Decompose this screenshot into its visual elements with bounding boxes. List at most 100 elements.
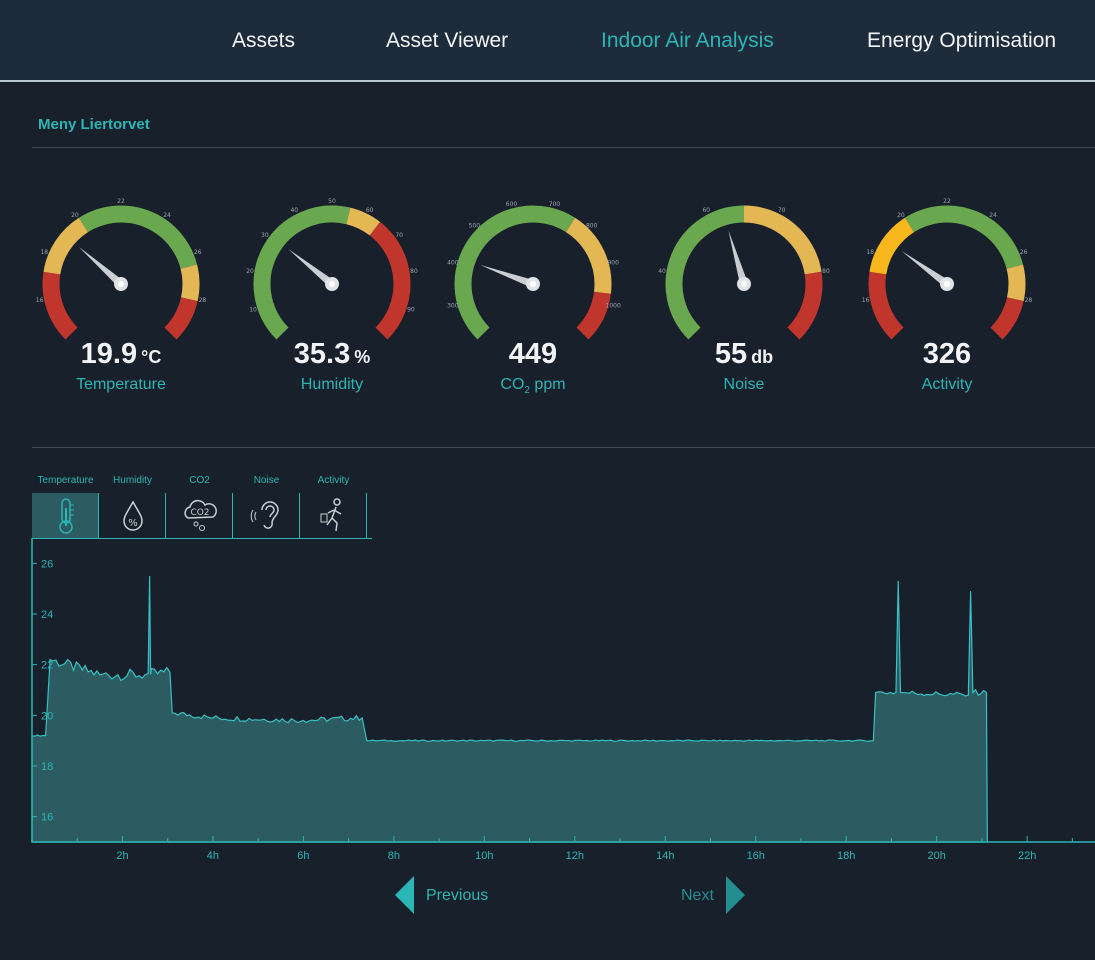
gauge-label: Activity: [921, 376, 973, 393]
y-tick-label: 22: [41, 660, 53, 672]
svg-text:%: %: [128, 518, 138, 529]
nav-indoor-air-analysis[interactable]: Indoor Air Analysis: [601, 29, 774, 52]
gauge-tick-label: 500: [469, 222, 481, 229]
gauge-value: 35.3%: [293, 338, 371, 370]
gauge-segment: [904, 205, 1024, 269]
tab-label: CO2: [189, 475, 210, 486]
thermometer-icon: [59, 498, 74, 534]
nav-asset-viewer[interactable]: Asset Viewer: [386, 29, 509, 52]
gauge-tick-label: 60: [366, 207, 374, 214]
gauge-tick-label: 900: [607, 260, 619, 267]
nav-assets[interactable]: Assets: [232, 29, 296, 52]
gauge-value: 326: [922, 338, 972, 370]
tab-label: Humidity: [113, 475, 152, 486]
temperature-chart: 16 18 20 22 24 26 2h 4h 6h 8h 10h 12h 14h 16h 18h 20h 2…: [31, 538, 1095, 862]
gauge-needle: [728, 230, 748, 286]
x-tick-label: 6h: [297, 850, 309, 862]
gauge-tick-label: 400: [447, 260, 459, 267]
next-label: Next: [681, 887, 714, 904]
tab-humidity[interactable]: Humidity %: [99, 470, 166, 539]
svg-text:CO2: CO2: [190, 508, 209, 518]
gauge-tick-label: 600: [506, 201, 518, 208]
x-tick-label: 2h: [116, 850, 128, 862]
x-tick-label: 12h: [566, 850, 584, 862]
gauge-segment: [253, 205, 351, 340]
previous-label: Previous: [426, 887, 489, 904]
divider: [32, 447, 1095, 448]
x-tick-label: 4h: [207, 850, 219, 862]
gauge-temperature: 141618202224262830 19.9°C Temperature: [31, 190, 211, 400]
gauge-value: 19.9 °C: [80, 338, 162, 370]
x-tick-label: 8h: [388, 850, 400, 862]
gauge-segment: [42, 271, 78, 340]
gauge-tick-label: 24: [163, 212, 171, 219]
tab-co2[interactable]: CO2 CO2: [166, 470, 233, 539]
gauge-tick-label: 20: [71, 212, 79, 219]
gauge-segment: [1006, 264, 1026, 302]
y-tick-label: 20: [41, 710, 53, 722]
y-tick-label: 24: [41, 609, 53, 621]
gauge-tick-label: 40: [290, 207, 298, 214]
gauge-tick-label: 24: [989, 212, 997, 219]
gauge-segment: [665, 205, 745, 340]
tab-activity[interactable]: Activity: [300, 470, 367, 539]
gauge-tick-label: 800: [586, 222, 598, 229]
y-tick-label: 26: [41, 558, 53, 570]
gauge-segment: [565, 217, 612, 294]
top-navigation: Assets Asset Viewer Indoor Air Analysis …: [0, 0, 1095, 82]
x-tick-label: 20h: [928, 850, 946, 862]
gauge-value: 55 db: [714, 338, 774, 370]
gauge-humidity: 0102030405060708090100 35.3% Humidity: [242, 190, 422, 400]
gauge-dial: 0102030405060708090100: [246, 198, 418, 340]
x-tick-label: 22h: [1018, 850, 1036, 862]
gauge-segment: [78, 205, 198, 269]
gauge-segment: [990, 297, 1024, 340]
tabs-underline: [32, 538, 372, 539]
gauge-segment: [454, 205, 576, 340]
metric-tabs: Temperature Humidity % CO2 CO2 Noise: [32, 470, 372, 540]
gauge-tick-label: 60: [702, 207, 710, 214]
previous-button[interactable]: Previous: [395, 876, 505, 916]
gauge-tick-label: 30: [261, 232, 269, 239]
x-tick-label: 14h: [656, 850, 674, 862]
gauge-tick-label: 18: [866, 249, 874, 256]
gauge-tick-label: 700: [549, 201, 561, 208]
gauge-label: CO2 ppm: [500, 376, 566, 397]
gauge-tick-label: 50: [328, 198, 336, 205]
gauge-needle: [901, 251, 950, 288]
gauge-tick-label: 40: [658, 268, 666, 275]
tab-label: Activity: [317, 475, 350, 486]
gauge-label: Noise: [723, 376, 765, 393]
tab-temperature[interactable]: Temperature: [32, 470, 99, 539]
gauge-segment: [369, 221, 411, 340]
gauge-tick-label: 1000: [606, 302, 621, 309]
ear-icon: [250, 501, 279, 529]
gauge-tick-label: 22: [117, 198, 125, 205]
gauge-tick-label: 26: [194, 249, 202, 256]
x-tick-label: 16h: [747, 850, 765, 862]
gauge-dial: 141618202224262830: [36, 198, 207, 340]
gauge-value: 449: [508, 338, 558, 370]
gauge-tick-label: 20: [897, 212, 905, 219]
gauge-tick-label: 80: [410, 268, 418, 275]
site-title: Meny Liertorvet: [38, 116, 150, 133]
gauge-dial: 204060708090: [658, 205, 830, 340]
gauge-label: Humidity: [300, 376, 364, 393]
gauge-tick-label: 28: [199, 297, 207, 304]
x-tick-label: 10h: [475, 850, 493, 862]
x-tick-label: 18h: [837, 850, 855, 862]
humidity-drop-icon: %: [123, 500, 143, 531]
tab-box: [233, 493, 300, 538]
gauge-segment: [869, 217, 915, 275]
walking-person-icon: [320, 498, 342, 532]
tab-noise[interactable]: Noise: [233, 470, 300, 539]
gauge-co2: 20030040050060070080090010001100 449 CO2…: [443, 190, 623, 400]
next-button[interactable]: Next: [678, 876, 750, 916]
gauge-tick-label: 28: [1025, 297, 1033, 304]
gauge-tick-label: 18: [40, 249, 48, 256]
nav-energy-optimisation[interactable]: Energy Optimisation: [867, 29, 1057, 52]
gauge-needle: [78, 246, 124, 288]
tab-box: [99, 493, 166, 538]
gauge-tick-label: 26: [1020, 249, 1028, 256]
gauge-segment: [743, 205, 822, 275]
